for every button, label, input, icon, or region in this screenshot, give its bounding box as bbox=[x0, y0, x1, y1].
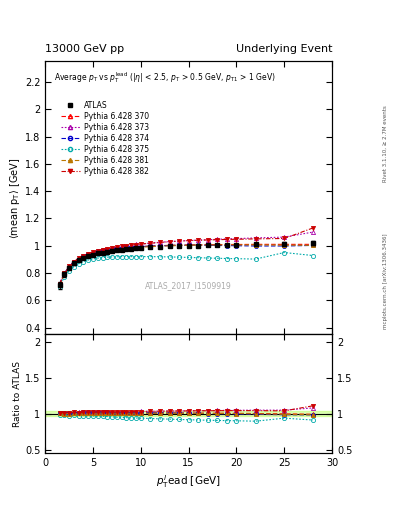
Bar bbox=[45, 412, 332, 416]
Legend: ATLAS, Pythia 6.428 370, Pythia 6.428 373, Pythia 6.428 374, Pythia 6.428 375, P: ATLAS, Pythia 6.428 370, Pythia 6.428 37… bbox=[58, 98, 152, 179]
Y-axis label: $\langle$mean p$_{\rm T}\rangle$ [GeV]: $\langle$mean p$_{\rm T}\rangle$ [GeV] bbox=[8, 157, 22, 239]
X-axis label: $p_{\rm T}^{l}$ead [GeV]: $p_{\rm T}^{l}$ead [GeV] bbox=[156, 474, 221, 490]
Text: Rivet 3.1.10, ≥ 2.7M events: Rivet 3.1.10, ≥ 2.7M events bbox=[383, 105, 388, 182]
Text: 13000 GeV pp: 13000 GeV pp bbox=[45, 44, 124, 54]
Text: ATLAS_2017_I1509919: ATLAS_2017_I1509919 bbox=[145, 281, 232, 290]
Y-axis label: Ratio to ATLAS: Ratio to ATLAS bbox=[13, 361, 22, 427]
Text: mcplots.cern.ch [arXiv:1306.3436]: mcplots.cern.ch [arXiv:1306.3436] bbox=[383, 234, 388, 329]
Text: Underlying Event: Underlying Event bbox=[235, 44, 332, 54]
Text: Average $p_{\rm T}$ vs $p_{\rm T}^{\rm lead}$ ($|\eta|$ < 2.5, $p_{\rm T}$ > 0.5: Average $p_{\rm T}$ vs $p_{\rm T}^{\rm l… bbox=[54, 70, 275, 84]
